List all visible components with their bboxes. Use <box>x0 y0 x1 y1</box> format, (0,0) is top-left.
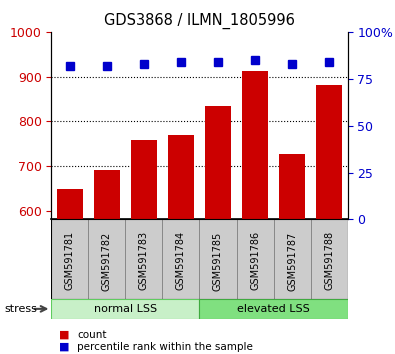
Text: GSM591784: GSM591784 <box>176 231 186 291</box>
Text: GSM591783: GSM591783 <box>139 231 149 291</box>
Text: normal LSS: normal LSS <box>94 304 157 314</box>
Text: GSM591785: GSM591785 <box>213 231 223 291</box>
Bar <box>237 219 274 299</box>
Text: ■: ■ <box>59 330 70 339</box>
Text: elevated LSS: elevated LSS <box>237 304 310 314</box>
Text: GSM591781: GSM591781 <box>65 231 75 291</box>
Text: GSM591786: GSM591786 <box>250 231 260 291</box>
Text: ■: ■ <box>59 342 70 352</box>
Text: GSM591787: GSM591787 <box>287 231 297 291</box>
Text: count: count <box>77 330 107 339</box>
Bar <box>242 71 268 219</box>
Bar <box>279 154 305 219</box>
Bar <box>199 219 237 299</box>
Bar <box>88 219 126 299</box>
Bar <box>51 219 88 299</box>
Bar <box>51 299 199 319</box>
Bar <box>57 189 83 219</box>
Bar <box>94 170 120 219</box>
Bar <box>131 140 157 219</box>
Text: GSM591782: GSM591782 <box>102 231 112 291</box>
Bar <box>316 85 342 219</box>
Text: stress: stress <box>4 304 37 314</box>
Title: GDS3868 / ILMN_1805996: GDS3868 / ILMN_1805996 <box>104 13 295 29</box>
Bar <box>162 219 199 299</box>
Bar <box>274 219 310 299</box>
Bar <box>199 299 348 319</box>
Text: percentile rank within the sample: percentile rank within the sample <box>77 342 253 352</box>
Bar <box>126 219 162 299</box>
Bar <box>310 219 348 299</box>
Text: GSM591788: GSM591788 <box>324 231 334 291</box>
Bar <box>168 135 194 219</box>
Bar <box>205 105 231 219</box>
